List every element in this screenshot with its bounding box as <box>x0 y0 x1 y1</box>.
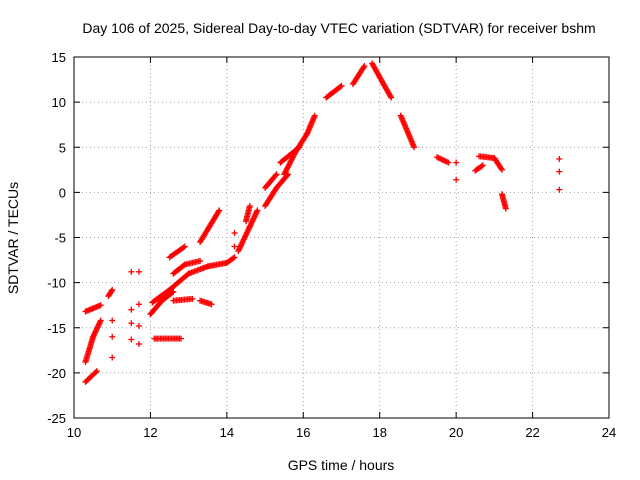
x-tick-label: 10 <box>67 425 81 440</box>
y-tick-label: 5 <box>59 140 66 155</box>
y-tick-label: -10 <box>47 276 66 291</box>
x-tick-label: 12 <box>143 425 157 440</box>
data-point <box>135 340 142 347</box>
data-point <box>180 262 187 269</box>
chart-title: Day 106 of 2025, Sidereal Day-to-day VTE… <box>82 20 595 36</box>
data-point <box>215 208 222 215</box>
data-point <box>556 168 563 175</box>
data-point <box>128 336 135 343</box>
data-point <box>254 207 261 214</box>
x-tick-label: 22 <box>525 425 539 440</box>
data-point <box>197 257 204 264</box>
data-point <box>230 255 237 262</box>
data-point <box>128 320 135 327</box>
data-point <box>97 302 104 309</box>
data-point <box>93 368 100 375</box>
data-point <box>109 333 116 340</box>
data-point <box>499 166 505 173</box>
data-point <box>453 176 460 183</box>
data-point <box>109 354 116 361</box>
data-point <box>189 295 196 302</box>
data-point <box>231 254 238 261</box>
data-points <box>82 60 563 385</box>
data-point <box>97 317 104 324</box>
y-tick-label: -5 <box>54 231 66 246</box>
data-point <box>231 243 238 250</box>
data-point <box>360 64 367 71</box>
x-tick-label: 14 <box>220 425 234 440</box>
data-point <box>338 82 345 89</box>
y-tick-label: -15 <box>47 321 66 336</box>
data-point <box>181 243 188 250</box>
data-point <box>231 229 238 236</box>
data-point <box>445 159 452 166</box>
data-point <box>170 288 177 295</box>
data-point <box>92 369 99 376</box>
tick-labels: 10 12 14 16 18 20 22 24 -25 -20 -15 -10 -5 0 5 10 15 <box>47 50 616 440</box>
data-point <box>135 322 142 329</box>
data-point <box>556 186 563 193</box>
x-tick-label: 24 <box>602 425 616 440</box>
y-tick-label: 0 <box>59 185 66 200</box>
grid-lines <box>74 57 609 418</box>
data-point <box>178 335 184 342</box>
data-point <box>128 306 135 313</box>
data-point <box>311 112 318 119</box>
y-tick-label: -25 <box>47 411 66 426</box>
data-point <box>361 63 368 70</box>
data-point <box>273 171 280 178</box>
y-tick-label: 15 <box>52 50 66 65</box>
x-tick-label: 18 <box>372 425 386 440</box>
x-axis-label: GPS time / hours <box>288 457 395 473</box>
data-point <box>498 165 505 172</box>
data-point <box>108 288 115 295</box>
data-point <box>128 268 135 275</box>
y-tick-label: 10 <box>52 95 66 110</box>
data-point <box>388 94 395 101</box>
data-point <box>169 289 176 296</box>
data-point <box>135 301 142 308</box>
data-point <box>216 207 223 214</box>
data-point <box>296 144 303 151</box>
y-axis-label: SDTVAR / TECUs <box>5 182 21 294</box>
data-point <box>453 159 460 166</box>
data-point <box>109 286 116 293</box>
data-point <box>109 317 116 324</box>
data-point <box>208 301 215 308</box>
plot-frame <box>73 56 610 419</box>
data-point <box>272 172 279 179</box>
data-point <box>135 268 142 275</box>
data-point <box>502 205 509 212</box>
data-point <box>180 244 187 251</box>
data-point <box>411 144 418 151</box>
x-tick-label: 16 <box>296 425 310 440</box>
y-tick-label: -20 <box>47 366 66 381</box>
data-point <box>246 202 253 209</box>
data-point <box>337 83 344 90</box>
data-point <box>478 163 485 170</box>
data-point <box>556 155 563 162</box>
x-tick-label: 20 <box>449 425 463 440</box>
data-point <box>479 162 486 169</box>
data-point <box>295 145 302 152</box>
